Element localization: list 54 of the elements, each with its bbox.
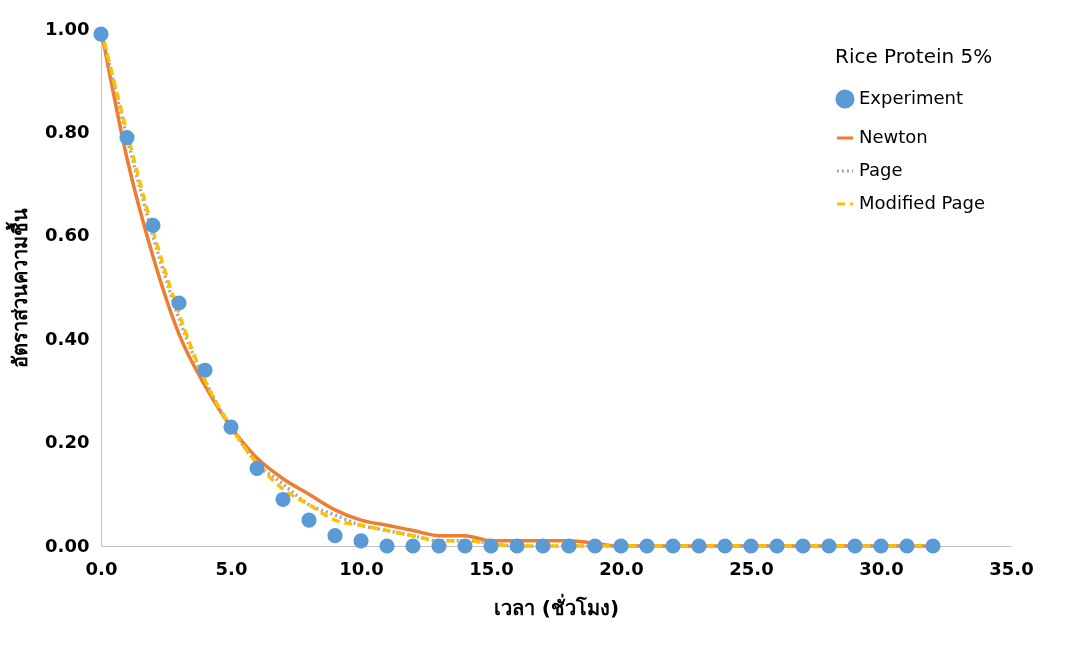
y-tick-label: 0.00 <box>45 534 90 556</box>
point <box>743 538 759 554</box>
point <box>821 538 837 554</box>
point <box>275 491 291 508</box>
point <box>327 528 343 544</box>
point <box>925 538 941 554</box>
x-tick-label: 20.0 <box>599 557 644 579</box>
legend-label: Modified Page <box>859 192 986 213</box>
x-tick-label: 25.0 <box>729 557 774 579</box>
point <box>535 538 551 554</box>
point <box>301 512 317 528</box>
y-tick-label: 1.00 <box>45 17 90 39</box>
x-tick-label: 15.0 <box>469 557 514 579</box>
x-tick-label: 5.0 <box>215 557 248 579</box>
point <box>561 538 577 554</box>
y-tick-label: 0.40 <box>45 327 90 349</box>
legend-label: Experiment <box>859 87 964 108</box>
point <box>691 538 707 554</box>
point <box>171 295 187 311</box>
point <box>379 538 395 554</box>
x-tick-label: 35.0 <box>989 557 1034 579</box>
y-tick-label: 0.20 <box>45 431 90 453</box>
y-tick-label: 0.80 <box>45 120 90 142</box>
y-axis-title: อัตราส่วนความชื้น <box>5 208 33 368</box>
point <box>197 362 213 378</box>
point <box>847 538 863 554</box>
point <box>457 538 473 554</box>
point <box>249 460 265 477</box>
point <box>353 533 369 549</box>
point <box>405 538 421 554</box>
point <box>93 26 109 42</box>
point <box>119 130 135 146</box>
point <box>613 538 629 554</box>
legend-label: Page <box>859 159 903 180</box>
point <box>639 538 655 554</box>
x-tick-label: 0.0 <box>85 557 118 579</box>
point <box>717 538 733 554</box>
x-axis-title: เวลา (ชั่วโมง) <box>493 592 620 620</box>
point <box>223 419 239 435</box>
point <box>431 538 447 554</box>
legend-label: Newton <box>859 126 928 147</box>
point <box>145 217 161 234</box>
point <box>665 538 681 554</box>
point <box>899 538 915 554</box>
point <box>509 538 525 554</box>
legend-title: Rice Protein 5% <box>835 44 993 68</box>
x-tick-label: 10.0 <box>339 557 384 579</box>
point <box>483 538 499 554</box>
x-tick-label: 30.0 <box>859 557 904 579</box>
point <box>873 538 889 554</box>
y-tick-label: 0.60 <box>45 224 90 246</box>
point <box>795 538 811 554</box>
point <box>769 538 785 554</box>
point <box>587 538 603 554</box>
